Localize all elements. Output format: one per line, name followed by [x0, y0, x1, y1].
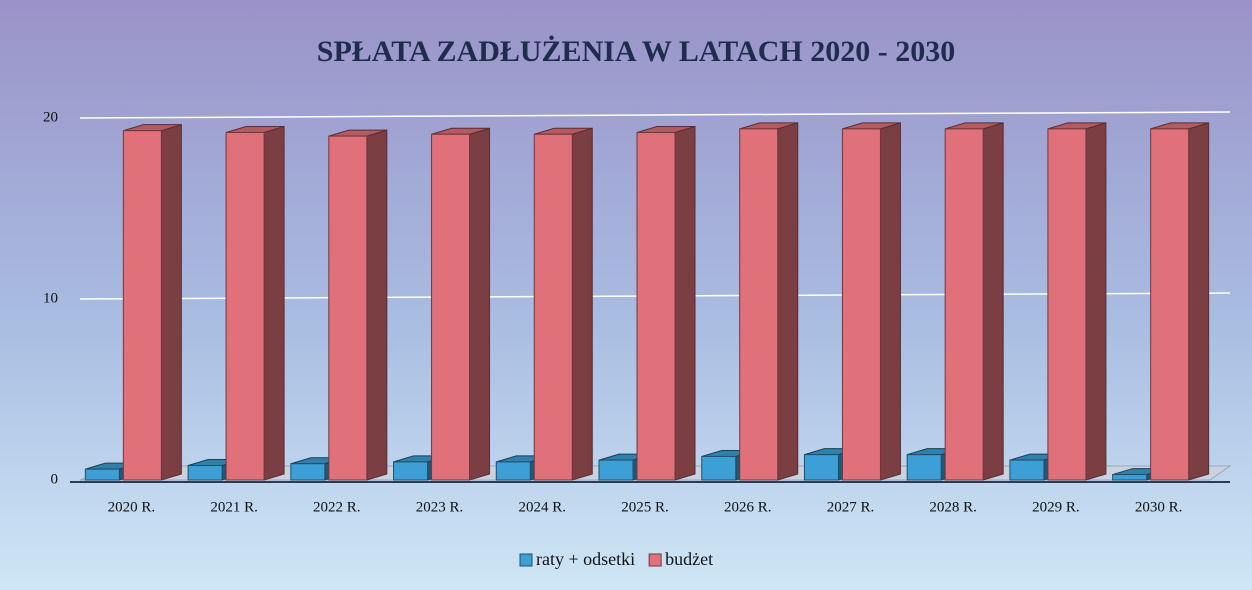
bar — [1150, 128, 1190, 481]
x-tick-label: 2020 R. — [108, 499, 156, 515]
y-tick-label: 20 — [43, 109, 58, 125]
x-tick-label: 2027 R. — [827, 499, 875, 515]
x-tick-label: 2025 R. — [621, 499, 669, 515]
bar-side — [879, 122, 901, 481]
bar — [495, 461, 531, 481]
bar — [187, 465, 223, 481]
bar-side — [366, 129, 388, 481]
bar — [1112, 474, 1148, 481]
bar-side — [1188, 122, 1210, 481]
y-tick-label: 0 — [51, 471, 59, 487]
x-tick-label: 2028 R. — [929, 499, 977, 515]
bar — [225, 131, 265, 481]
bar-side — [160, 123, 182, 481]
x-tick-label: 2024 R. — [519, 499, 567, 515]
legend-swatch — [519, 553, 533, 567]
bar-side — [469, 127, 491, 481]
bar — [122, 130, 162, 481]
bar-side — [1085, 122, 1107, 481]
bar — [1047, 128, 1087, 481]
x-tick-label: 2030 R. — [1135, 499, 1183, 515]
bar-side — [777, 122, 799, 481]
bar — [944, 128, 984, 481]
bar — [739, 128, 779, 481]
x-tick-label: 2023 R. — [416, 499, 464, 515]
bar — [393, 461, 429, 481]
bar — [701, 455, 737, 481]
bar-side — [982, 122, 1004, 481]
bar — [906, 454, 942, 481]
bar — [533, 133, 573, 481]
bar — [328, 135, 368, 481]
bar — [803, 454, 839, 481]
legend-label: budżet — [665, 549, 713, 569]
bar-side — [674, 125, 696, 481]
bar-side — [571, 127, 593, 481]
x-tick-label: 2029 R. — [1032, 499, 1080, 515]
bar — [1009, 459, 1045, 481]
bar-side — [263, 125, 285, 481]
bar — [84, 468, 120, 481]
x-tick-label: 2026 R. — [724, 499, 772, 515]
x-tick-label: 2021 R. — [210, 499, 258, 515]
bar — [431, 133, 471, 481]
bar — [290, 463, 326, 481]
bar — [636, 131, 676, 481]
grid-line — [79, 111, 1231, 119]
legend-label: raty + odsetki — [536, 549, 635, 569]
y-tick-label: 10 — [43, 290, 58, 306]
bar — [598, 459, 634, 481]
chart-title: SPŁATA ZADŁUŻENIA W LATACH 2020 - 2030 — [317, 35, 955, 68]
bar — [841, 128, 881, 481]
x-tick-label: 2022 R. — [313, 499, 361, 515]
legend-swatch — [648, 553, 662, 567]
